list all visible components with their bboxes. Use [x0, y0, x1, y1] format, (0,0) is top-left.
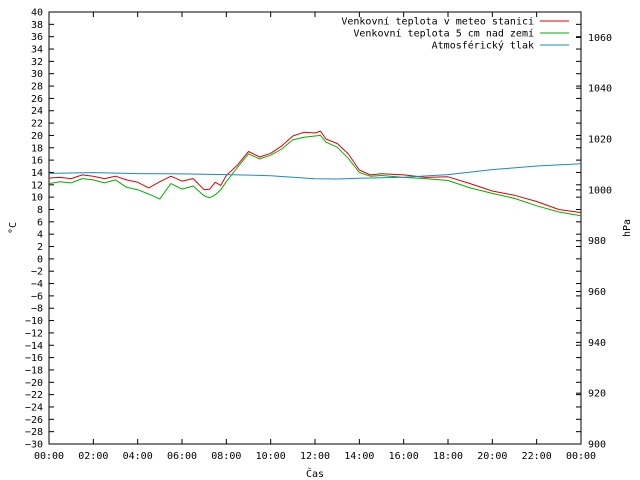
left-tick-label: −26: [25, 415, 43, 426]
left-tick-label: −14: [25, 341, 43, 352]
left-tick-label: 36: [31, 32, 43, 43]
series-line-3: [48, 163, 582, 180]
legend-label: Atmosférický tlak: [432, 40, 534, 52]
legend-label: Venkovní teplota v meteo stanici: [341, 16, 534, 28]
left-tick-label: 32: [31, 57, 43, 68]
left-tick-label: −24: [25, 402, 43, 413]
left-tick-label: 30: [31, 69, 43, 80]
x-tick-label: 14:00: [344, 451, 374, 462]
x-tick-label: 16:00: [389, 451, 419, 462]
right-tick-label: 960: [588, 287, 606, 298]
left-tick-label: −2: [31, 267, 43, 278]
x-axis-label: Čas: [306, 467, 324, 480]
left-tick-label: 0: [37, 254, 43, 265]
x-tick-label: 12:00: [300, 451, 330, 462]
left-tick-label: −4: [31, 279, 43, 290]
legend-label: Venkovní teplota 5 cm nad zemí: [353, 28, 534, 40]
left-tick-label: 8: [37, 205, 43, 216]
left-tick-label: −18: [25, 365, 43, 376]
left-tick-label: −20: [25, 378, 43, 389]
left-tick-label: 24: [31, 106, 43, 117]
left-tick-label: 10: [31, 193, 43, 204]
x-tick-label: 22:00: [522, 451, 552, 462]
series-line-2: [48, 134, 582, 217]
left-tick-label: 20: [31, 131, 43, 142]
left-tick-label: −8: [31, 304, 43, 315]
left-tick-label: 34: [31, 45, 43, 56]
left-tick-label: 18: [31, 143, 43, 154]
right-tick-label: 1000: [588, 185, 612, 196]
left-axis: −30−28−26−24−22−20−18−16−14−12−10−8−6−4−…: [25, 8, 581, 451]
y-axis-label-right: hPa: [622, 219, 633, 237]
right-tick-label: 980: [588, 236, 606, 247]
left-tick-label: 22: [31, 119, 43, 130]
left-tick-label: 12: [31, 180, 43, 191]
left-tick-label: 6: [37, 217, 43, 228]
right-tick-label: 900: [588, 440, 606, 451]
left-tick-label: −30: [25, 440, 43, 451]
left-tick-label: −22: [25, 390, 43, 401]
right-tick-label: 940: [588, 338, 606, 349]
left-tick-label: 2: [37, 242, 43, 253]
right-tick-label: 1060: [588, 33, 612, 44]
x-tick-label: 20:00: [477, 451, 507, 462]
series-line-1: [48, 130, 582, 214]
left-tick-label: 14: [31, 168, 43, 179]
series-layer: [48, 130, 582, 217]
left-tick-label: 4: [37, 230, 43, 241]
left-tick-label: 28: [31, 82, 43, 93]
y-axis-label-left: °C: [8, 222, 19, 234]
x-tick-label: 06:00: [167, 451, 197, 462]
x-tick-label: 04:00: [123, 451, 153, 462]
right-tick-label: 1020: [588, 135, 612, 146]
x-axis: 00:00 02:00 04:00 06:00 08:00 10:00 12:00 14:00…: [34, 12, 596, 462]
x-tick-label: 00:00: [34, 451, 64, 462]
x-tick-label: 18:00: [433, 451, 463, 462]
left-tick-label: −16: [25, 353, 43, 364]
left-tick-label: −6: [31, 291, 43, 302]
x-tick-label: 02:00: [78, 451, 108, 462]
x-tick-label: 10:00: [256, 451, 286, 462]
plot-frame: [48, 11, 582, 445]
left-tick-label: 40: [31, 8, 43, 19]
right-tick-label: 920: [588, 389, 606, 400]
x-tick-label: 08:00: [211, 451, 241, 462]
x-tick-label: 00:00: [566, 451, 596, 462]
left-tick-label: −12: [25, 328, 43, 339]
right-axis: 900 920 940 960 980 1000 1020 1040 1060: [576, 33, 612, 451]
left-tick-label: 26: [31, 94, 43, 105]
left-tick-label: 38: [31, 20, 43, 31]
legend: Venkovní teplota v meteo staniciVenkovní…: [341, 16, 569, 52]
left-tick-label: −28: [25, 427, 43, 438]
right-tick-label: 1040: [588, 84, 612, 95]
left-tick-label: 16: [31, 156, 43, 167]
left-tick-label: −10: [25, 316, 43, 327]
